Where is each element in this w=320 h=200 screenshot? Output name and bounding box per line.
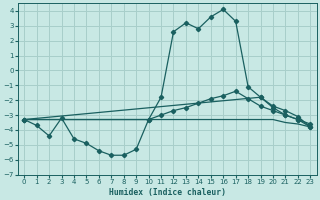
X-axis label: Humidex (Indice chaleur): Humidex (Indice chaleur) [109,188,226,197]
